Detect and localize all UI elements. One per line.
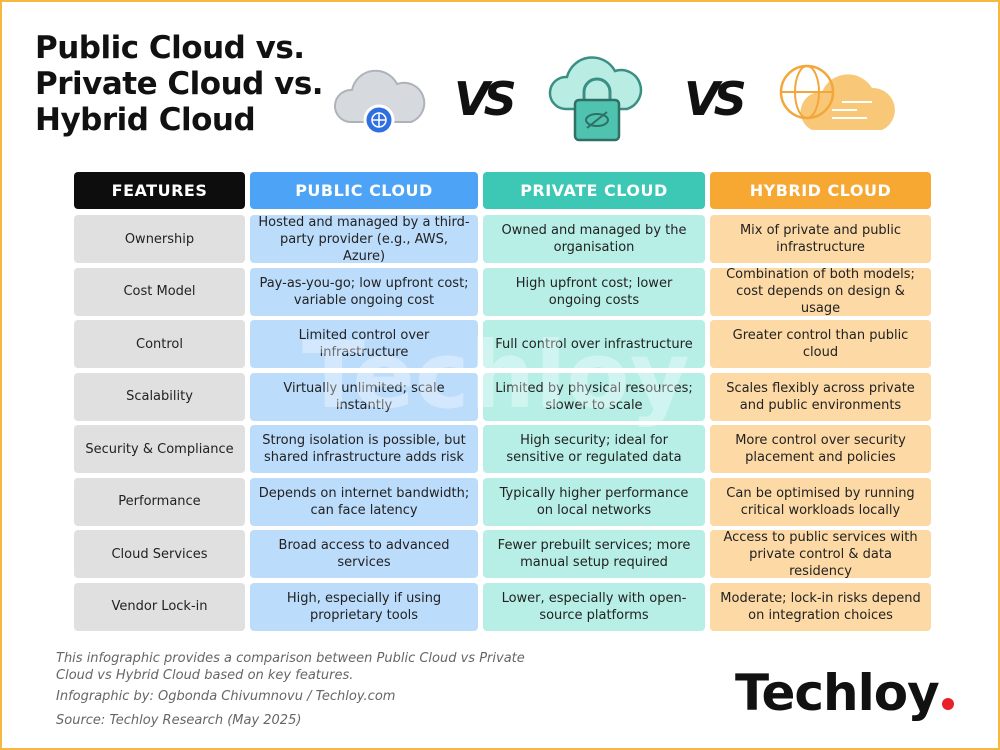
table-cell: Moderate; lock-in risks depend on integr… bbox=[710, 582, 931, 631]
feature-cell: Ownership bbox=[74, 215, 245, 263]
table-cell: Virtually unlimited; scale instantly bbox=[250, 372, 478, 421]
table-cell: Strong isolation is possible, but shared… bbox=[250, 425, 478, 473]
table-cell: Hosted and managed by a third-party prov… bbox=[250, 215, 478, 264]
private-cloud-icon bbox=[548, 56, 643, 142]
feature-cell: Cost Model bbox=[74, 267, 245, 316]
footer-credit: Infographic by: Ogbonda Chivumnovu / Tec… bbox=[56, 689, 396, 704]
footer-source: Source: Techloy Research (May 2025) bbox=[56, 713, 302, 728]
title-line: Private Cloud vs. bbox=[35, 66, 324, 102]
table-cell: Access to public services with private c… bbox=[710, 530, 931, 579]
title-line: Hybrid Cloud bbox=[35, 102, 256, 138]
hybrid-cloud-icon bbox=[779, 64, 895, 130]
column-header: PRIVATE CLOUD bbox=[483, 172, 705, 209]
table-cell: Combination of both models; cost depends… bbox=[710, 267, 931, 316]
table-cell: Full control over infrastructure bbox=[483, 320, 705, 368]
versus: VS bbox=[454, 72, 517, 126]
column-header: FEATURES bbox=[74, 172, 245, 209]
feature-cell: Control bbox=[74, 320, 245, 368]
public-cloud-icon bbox=[334, 69, 426, 136]
feature-cell: Vendor Lock-in bbox=[74, 582, 245, 631]
feature-cell: Performance bbox=[74, 477, 245, 526]
title-line: Public Cloud vs. bbox=[35, 30, 305, 66]
table-cell: Pay-as-you-go; low upfront cost; variabl… bbox=[250, 267, 478, 316]
feature-cell: Cloud Services bbox=[74, 530, 245, 578]
versus: VS bbox=[684, 72, 747, 126]
column-header: HYBRID CLOUD bbox=[710, 172, 931, 209]
table-cell: Can be optimised by running critical wor… bbox=[710, 477, 931, 526]
table-cell: Scales flexibly across private and publi… bbox=[710, 372, 931, 421]
feature-cell: Scalability bbox=[74, 372, 245, 421]
table-cell: Limited control over infrastructure bbox=[250, 320, 478, 368]
brand-logo: Techloy bbox=[735, 664, 954, 722]
title: Public Cloud vs. Private Cloud vs. Hybri… bbox=[35, 30, 324, 138]
table-cell: Lower, especially with open-source platf… bbox=[483, 582, 705, 631]
table-cell: Broad access to advanced services bbox=[250, 530, 478, 578]
table-cell: Limited by physical resources; slower to… bbox=[483, 372, 705, 421]
table-cell: More control over security placement and… bbox=[710, 425, 931, 473]
brand-name: Techloy bbox=[735, 664, 940, 722]
table-cell: High, especially if using proprietary to… bbox=[250, 582, 478, 631]
table-cell: Typically higher performance on local ne… bbox=[483, 477, 705, 526]
table-cell: Owned and managed by the organisation bbox=[483, 215, 705, 263]
column-header: PUBLIC CLOUD bbox=[250, 172, 478, 209]
table-cell: Fewer prebuilt services; more manual set… bbox=[483, 530, 705, 578]
brand-dot bbox=[941, 698, 954, 710]
table-cell: High upfront cost; lower ongoing costs bbox=[483, 267, 705, 316]
table-cell: Greater control than public cloud bbox=[710, 320, 931, 368]
feature-cell: Security & Compliance bbox=[74, 425, 245, 473]
table-cell: Mix of private and public infrastructure bbox=[710, 215, 931, 263]
table-cell: High security; ideal for sensitive or re… bbox=[483, 425, 705, 473]
table-cell: Depends on internet bandwidth; can face … bbox=[250, 477, 478, 526]
footer-description: This infographic provides a comparison b… bbox=[56, 651, 525, 683]
